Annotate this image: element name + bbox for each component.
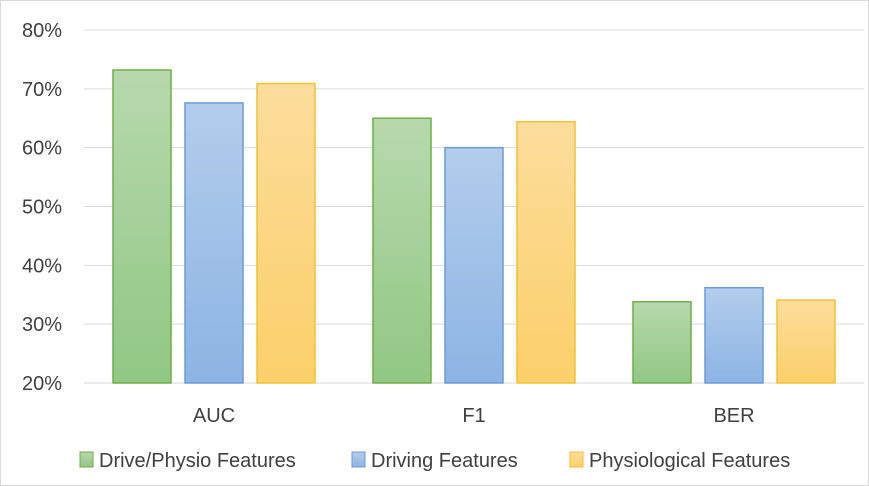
- bar-f1-series-3: [516, 121, 576, 384]
- y-tick-label: 30%: [22, 314, 62, 336]
- y-tick-label: 20%: [22, 373, 62, 395]
- y-axis: 20% 30% 40% 50% 60% 70% 80%: [22, 20, 62, 395]
- legend-swatch: [351, 451, 366, 468]
- bar-auc-series-3: [256, 82, 316, 384]
- y-tick-label: 40%: [22, 255, 62, 277]
- legend-label: Drive/Physio Features: [99, 450, 296, 472]
- x-tick-label: BER: [713, 405, 754, 427]
- bar-ber-series-1: [632, 301, 692, 384]
- legend-swatch: [569, 451, 584, 468]
- bar-ber-series-2: [704, 286, 764, 384]
- legend-label: Physiological Features: [589, 450, 790, 472]
- bar-auc-series-2: [184, 102, 244, 384]
- bar-auc-series-1: [112, 69, 172, 384]
- bar-f1-series-2: [444, 146, 504, 384]
- bars: [112, 69, 836, 384]
- x-tick-label: AUC: [193, 405, 235, 427]
- x-axis: AUC F1 BER: [193, 405, 755, 427]
- y-tick-label: 70%: [22, 79, 62, 101]
- x-tick-label: F1: [462, 405, 485, 427]
- legend-label: Driving Features: [371, 450, 518, 472]
- legend-swatch: [79, 451, 94, 468]
- bar-ber-series-3: [776, 299, 836, 384]
- y-tick-label: 50%: [22, 197, 62, 219]
- legend: Drive/Physio Features Driving Features Phy…: [79, 450, 790, 472]
- y-tick-label: 80%: [22, 20, 62, 42]
- bar-f1-series-1: [372, 117, 432, 384]
- y-tick-label: 60%: [22, 138, 62, 160]
